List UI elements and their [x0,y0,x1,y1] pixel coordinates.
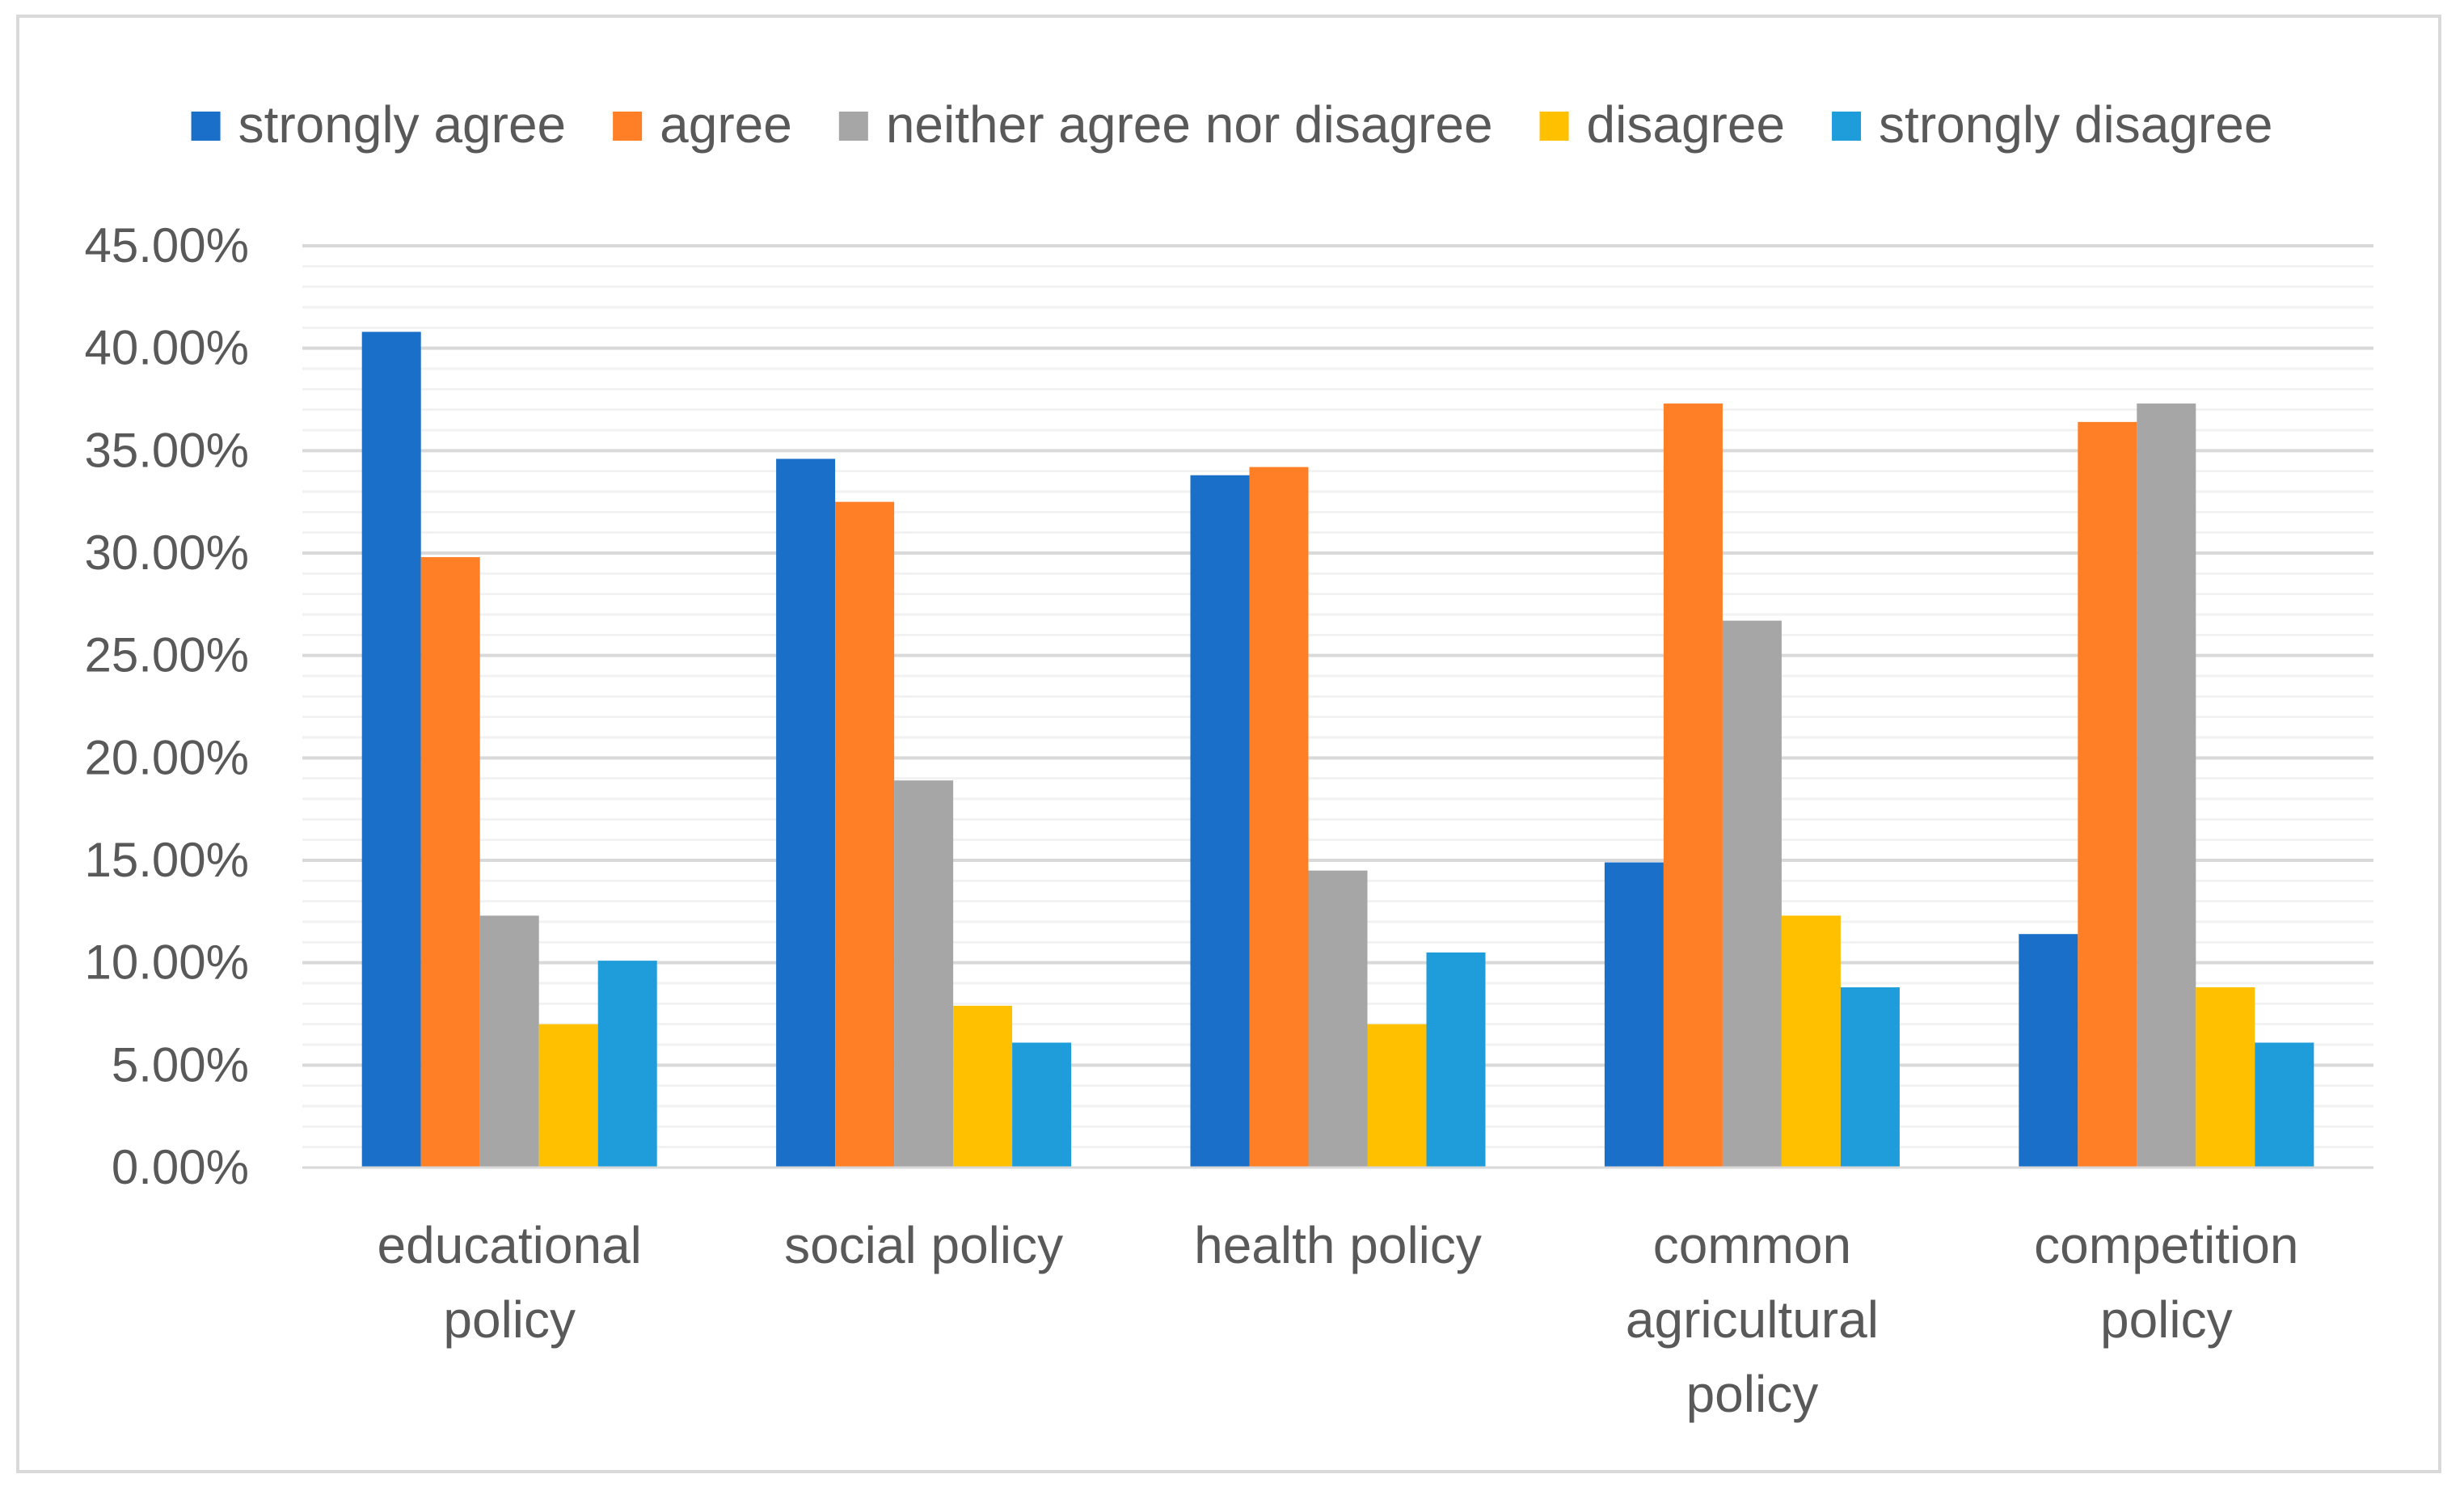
bar-strongly-agree-2 [1190,475,1250,1168]
x-category-label: educational policy [378,1216,642,1349]
bar-strongly-disagree-0 [597,961,657,1168]
bar-strongly-agree-3 [1604,862,1664,1168]
y-axis-ticks: 0.00% 5.00% 10.00% 15.00% 20.00% 25.00% 30.00%… [85,218,250,1194]
bar-strongly-agree-1 [776,458,836,1168]
legend-swatch [613,112,643,141]
bar-strongly-disagree-3 [1840,987,1900,1168]
bar-neither-agree-nor-disagree-0 [479,915,539,1168]
y-tick-label: 15.00% [85,833,250,887]
x-category-label: social policy [784,1216,1063,1274]
bars [361,332,2314,1168]
bar-agree-2 [1249,467,1309,1168]
legend-label: agree [660,95,792,154]
bar-neither-agree-nor-disagree-2 [1308,870,1368,1168]
bar-disagree-4 [2196,987,2255,1168]
bar-strongly-disagree-2 [1426,952,1486,1168]
bar-strongly-agree-0 [361,332,421,1168]
x-category-label: common agricultural policy [1626,1216,1879,1423]
y-tick-label: 0.00% [112,1140,249,1194]
bar-strongly-disagree-4 [2255,1042,2314,1168]
bar-disagree-2 [1367,1024,1427,1168]
x-category-label: health policy [1194,1216,1482,1274]
legend: strongly agree agree neither agree nor dis… [191,95,2272,154]
bar-neither-agree-nor-disagree-3 [1722,620,1782,1168]
legend-label: neither agree nor disagree [886,95,1493,154]
y-tick-label: 10.00% [85,936,250,990]
y-tick-label: 5.00% [112,1037,249,1092]
bar-disagree-0 [538,1024,598,1168]
legend-label: disagree [1587,95,1786,154]
bar-agree-4 [2078,421,2137,1168]
bar-strongly-agree-4 [2019,934,2078,1168]
x-category-label: competition policy [2034,1216,2298,1349]
y-tick-label: 30.00% [85,526,250,580]
legend-label: strongly disagree [1879,95,2272,154]
legend-label: strongly agree [238,95,567,154]
y-tick-label: 45.00% [85,218,250,272]
y-tick-label: 40.00% [85,321,250,375]
bar-disagree-3 [1781,915,1841,1168]
legend-swatch [1539,112,1569,141]
y-tick-label: 25.00% [85,628,250,682]
legend-swatch [838,112,868,141]
bar-neither-agree-nor-disagree-4 [2137,403,2196,1168]
x-axis-categories: educational policy social policy health pol… [378,1216,2299,1423]
bar-neither-agree-nor-disagree-1 [894,780,954,1168]
legend-swatch [191,112,221,141]
legend-swatch [1832,112,1862,141]
bar-agree-3 [1663,403,1723,1168]
y-tick-label: 35.00% [85,423,250,477]
bar-disagree-1 [953,1005,1013,1168]
bar-agree-1 [835,501,895,1168]
y-tick-label: 20.00% [85,730,250,784]
bar-agree-0 [420,557,480,1168]
bar-strongly-disagree-1 [1012,1042,1072,1168]
